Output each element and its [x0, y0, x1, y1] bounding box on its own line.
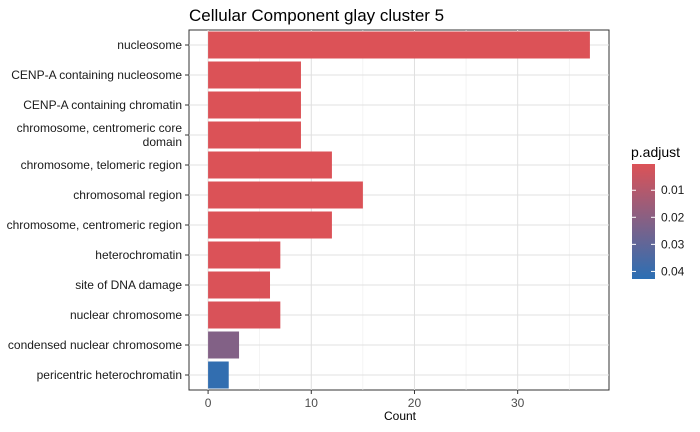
- x-tick-label: 20: [408, 396, 422, 410]
- bar: [208, 361, 229, 389]
- legend-title: p.adjust: [631, 144, 680, 160]
- bar: [208, 91, 301, 119]
- legend: p.adjust 0.01 0.02 0.03 0.04: [631, 144, 685, 279]
- bar: [208, 271, 271, 299]
- category-label: nuclear chromosome: [70, 308, 182, 322]
- legend-tick-label: 0.01: [661, 183, 685, 197]
- category-labels: nucleosome CENP-A containing nucleosome CE…: [7, 38, 189, 382]
- bar: [208, 211, 332, 239]
- category-label: nucleosome: [117, 38, 182, 52]
- category-label: chromosomal region: [73, 188, 182, 202]
- legend-tick-label: 0.03: [661, 237, 685, 251]
- category-label: chromosome, centromeric region: [7, 218, 182, 232]
- legend-ticks: 0.01 0.02 0.03 0.04: [632, 183, 685, 278]
- chart-title: Cellular Component glay cluster 5: [189, 6, 444, 25]
- category-label: chromosome, telomeric region: [21, 158, 182, 172]
- bar: [208, 241, 281, 269]
- category-label: heterochromatin: [95, 248, 182, 262]
- bar: [208, 181, 363, 209]
- bar: [208, 121, 301, 149]
- x-tick-label: 0: [205, 396, 212, 410]
- legend-tick-label: 0.02: [661, 210, 685, 224]
- x-tick-label: 10: [305, 396, 319, 410]
- legend-tick-label: 0.04: [661, 264, 685, 278]
- bar: [208, 31, 590, 59]
- category-label: site of DNA damage: [75, 278, 182, 292]
- bar: [208, 331, 240, 359]
- plot-panel: [188, 29, 610, 391]
- bar: [208, 301, 281, 329]
- x-axis-title: Count: [384, 409, 417, 423]
- x-axis-ticks: 0 10 20 30: [205, 390, 525, 410]
- category-label: condensed nuclear chromosome: [8, 338, 182, 352]
- category-label: CENP-A containing nucleosome: [11, 68, 182, 82]
- bars: [208, 31, 590, 389]
- category-label: CENP-A containing chromatin: [23, 98, 182, 112]
- minor-gridlines: [259, 30, 570, 390]
- bar: [208, 61, 301, 89]
- category-label: pericentric heterochromatin: [37, 368, 182, 382]
- category-label: chromosome, centromeric core domain: [17, 121, 183, 149]
- bar: [208, 151, 332, 179]
- legend-colorbar: [632, 164, 655, 279]
- x-tick-label: 30: [511, 396, 525, 410]
